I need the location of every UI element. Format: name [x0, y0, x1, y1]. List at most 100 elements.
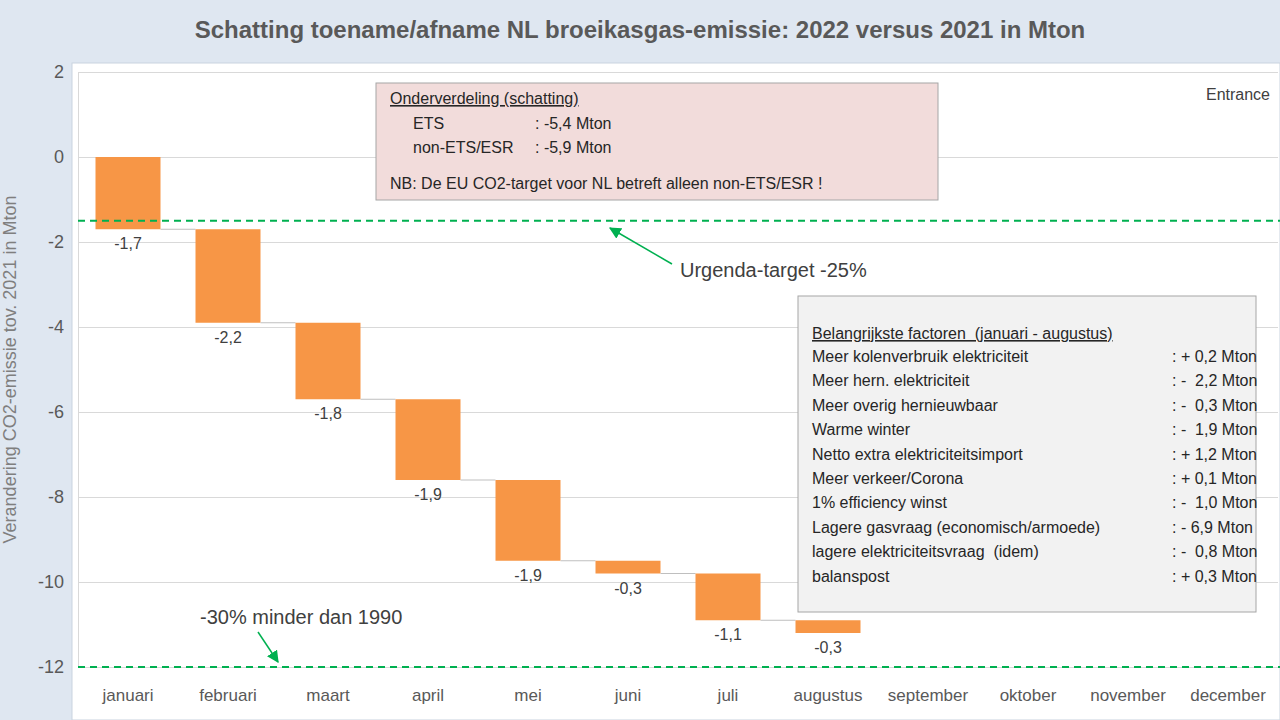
factor-label: Meer verkeer/Corona	[812, 470, 963, 487]
plot-background	[72, 63, 1280, 720]
reference-arrow	[610, 228, 672, 264]
x-tick: juli	[717, 667, 739, 705]
x-tick-label: maart	[306, 686, 350, 705]
y-axis-line	[79, 73, 1279, 668]
data-label: -1,7	[114, 235, 142, 252]
factor-value: : + 1,2 Mton	[1172, 446, 1257, 463]
breakdown-box: Onderverdeling (schatting) ETS : -5,4 Mton…	[376, 83, 938, 200]
factor-label: 1% efficiency winst	[812, 494, 947, 511]
y-axis-title: Verandering CO2-emissie tov. 2021 in Mto…	[0, 196, 20, 544]
connector	[461, 480, 496, 481]
factors-title: Belangrijkste factoren (januari - august…	[812, 325, 1113, 342]
x-tick-label: mei	[514, 686, 541, 705]
factor-value: : + 0,1 Mton	[1172, 470, 1257, 487]
x-tick-label: augustus	[794, 686, 863, 705]
y-tick-label: -8	[48, 487, 64, 507]
bar	[296, 323, 361, 400]
factor-label: Warme winter	[812, 421, 911, 438]
x-tick: oktober	[1000, 667, 1057, 705]
bar	[796, 620, 861, 633]
x-tick: augustus	[794, 667, 863, 705]
breakdown-frame	[376, 83, 938, 200]
x-tick: juni	[614, 667, 641, 705]
factor-value: : - 0,3 Mton	[1172, 397, 1257, 414]
bar	[496, 480, 561, 561]
reference-label: -30% minder dan 1990	[200, 606, 402, 628]
factor-label: Meer hern. elektriciteit	[812, 372, 970, 389]
bar	[196, 229, 261, 323]
connector	[161, 229, 196, 230]
factors-box: Belangrijkste factoren (januari - august…	[798, 296, 1257, 612]
breakdown-note: NB: De EU CO2-target voor NL betreft all…	[390, 175, 822, 192]
factor-label: Lagere gasvraag (economisch/armoede)	[812, 519, 1100, 536]
data-labels: -1,7-2,2-1,8-1,9-1,9-0,3-1,1-0,3	[114, 235, 842, 656]
reference-label: Urgenda-target -25%	[680, 259, 867, 281]
data-label: -1,9	[514, 567, 542, 584]
data-label: -2,2	[214, 329, 242, 346]
grid-line	[78, 72, 1278, 73]
x-tick: september	[888, 667, 969, 705]
factor-value: : + 0,3 Mton	[1172, 568, 1257, 585]
breakdown-value: : -5,9 Mton	[535, 139, 611, 156]
x-tick-label: januari	[101, 686, 153, 705]
bar	[96, 157, 161, 229]
data-label: -1,8	[314, 405, 342, 422]
factor-label: Netto extra elektriciteitsimport	[812, 446, 1023, 463]
factor-value: : - 2,2 Mton	[1172, 372, 1257, 389]
x-tick: april	[412, 667, 444, 705]
factor-value: : - 1,9 Mton	[1172, 421, 1257, 438]
reference-arrow	[258, 632, 278, 662]
factor-label: lagere elektriciteitsvraag (idem)	[812, 543, 1039, 560]
y-tick-label: -10	[38, 572, 64, 592]
factor-value: : - 6,9 Mton	[1172, 519, 1253, 536]
connector	[261, 322, 296, 323]
x-tick-label: december	[1190, 686, 1266, 705]
factor-value: : + 0,2 Mton	[1172, 348, 1257, 365]
connector	[361, 399, 396, 400]
breakdown-label: non-ETS/ESR	[413, 139, 513, 156]
connector	[661, 573, 696, 574]
factor-label: balanspost	[812, 568, 890, 585]
factors-frame	[798, 296, 1256, 612]
data-label: -0,3	[614, 580, 642, 597]
source: Entrance	[1206, 86, 1270, 103]
title: Schatting toename/afname NL broeikasgas-…	[195, 16, 1086, 43]
breakdown-title: Onderverdeling (schatting)	[390, 90, 579, 107]
y-tick-label: 0	[54, 147, 64, 167]
data-label: -1,1	[714, 626, 742, 643]
background	[0, 0, 1280, 720]
marks	[78, 157, 1280, 667]
x-tick-label: juli	[717, 686, 739, 705]
chart-svg: Schatting toename/afname NL broeikasgas-…	[0, 0, 1280, 720]
reference-labels: Urgenda-target -25% -30% minder dan 1990	[200, 228, 867, 662]
y-tick: 2	[54, 62, 1278, 82]
y-tick-label: -4	[48, 317, 64, 337]
bar	[396, 399, 461, 480]
chart-root: Schatting toename/afname NL broeikasgas-…	[0, 0, 1280, 720]
x-tick: november	[1090, 667, 1166, 705]
data-label: -0,3	[814, 639, 842, 656]
y-tick-label: -12	[38, 657, 64, 677]
x-tick-label: juni	[614, 686, 641, 705]
x-tick-label: februari	[199, 686, 257, 705]
x-tick-label: september	[888, 686, 969, 705]
x-tick: maart	[306, 667, 350, 705]
y-tick-label: -6	[48, 402, 64, 422]
factor-value: : - 1,0 Mton	[1172, 494, 1257, 511]
x-axis: januari februari maart april mei juni juli augu…	[79, 667, 1279, 705]
breakdown-label: ETS	[413, 115, 444, 132]
connector	[561, 560, 596, 561]
x-tick: januari	[101, 667, 153, 705]
factor-label: Meer overig hernieuwbaar	[812, 397, 999, 414]
y-tick-label: 2	[54, 62, 64, 82]
factor-value: : - 0,8 Mton	[1172, 543, 1257, 560]
y-axis: 20-2-4-6-8-10-12	[38, 62, 1278, 677]
connector	[761, 620, 796, 621]
reference-line	[78, 666, 1280, 668]
x-tick: december	[1190, 667, 1266, 705]
bar	[596, 561, 661, 574]
bar	[696, 574, 761, 621]
x-tick: mei	[514, 667, 541, 705]
factor-label: Meer kolenverbruik elektriciteit	[812, 348, 1029, 365]
breakdown-value: : -5,4 Mton	[535, 115, 611, 132]
